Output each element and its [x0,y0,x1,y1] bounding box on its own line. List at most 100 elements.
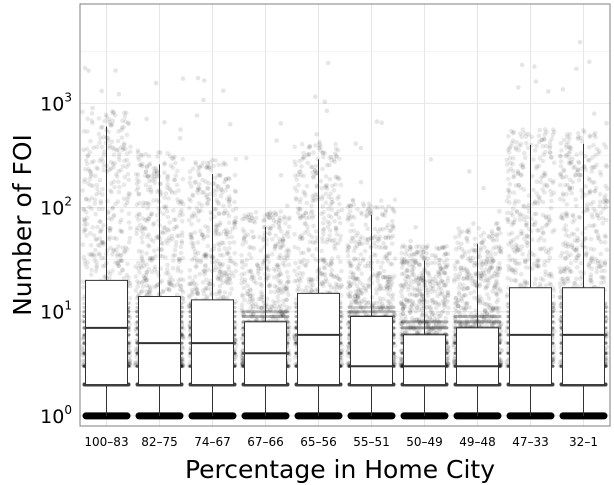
data-point [187,205,192,211]
data-point [94,165,99,170]
data-point [441,308,446,314]
data-point [84,146,90,152]
data-point [216,241,221,246]
data-point [168,274,173,280]
data-point [139,235,144,240]
data-point [204,165,209,170]
data-point [112,113,118,118]
data-point [198,228,203,234]
data-point [94,260,99,265]
data-point [265,212,270,217]
data-point [141,200,146,205]
data-point [368,211,374,217]
data-point [133,264,138,270]
data-point [118,258,124,264]
data-point [139,249,145,255]
data-point [154,168,159,174]
data-point [297,234,303,240]
data-point [154,169,160,174]
data-point [101,275,107,280]
data-point [286,320,291,325]
data-point [213,224,219,230]
data-point [265,211,270,217]
data-point [258,266,264,272]
data-point [150,255,155,261]
data-point [82,258,88,263]
data-point [142,275,148,281]
data-point [287,305,292,311]
data-point [320,235,325,241]
data-point [117,228,123,233]
data-point [444,257,450,263]
data-point [321,216,327,221]
data-point [116,129,121,134]
data-point [222,270,227,276]
data-point [371,307,377,313]
data-point [114,172,119,177]
data-point [240,265,245,270]
data-point [180,363,185,369]
data-point [256,305,262,310]
data-point [210,181,216,187]
data-point [203,252,208,258]
data-point [144,218,150,224]
data-point [388,228,394,234]
data-point [144,269,150,275]
data-point [403,317,408,322]
data-point [305,259,310,264]
data-point [205,267,211,272]
data-point [160,241,165,246]
data-point [219,240,225,245]
data-point [84,197,89,202]
data-point [232,199,237,205]
data-point [229,259,234,264]
data-point [202,263,208,269]
data-point [401,271,407,276]
data-point [208,253,213,258]
data-point [196,169,201,174]
data-point [221,294,226,300]
data-point [156,206,162,211]
data-point [111,152,117,157]
data-point [201,234,207,240]
data-point [229,270,234,276]
data-point [366,207,371,213]
data-point [216,273,222,279]
data-point [80,109,85,115]
data-point [151,221,157,226]
data-point [122,248,128,254]
data-point [256,271,261,276]
data-point [223,177,229,182]
data-point [202,252,207,257]
data-point [233,268,239,274]
data-point [145,277,150,283]
data-point [114,253,120,259]
data-point [387,299,392,305]
data-point [281,238,286,244]
data-point [134,308,139,314]
outlier-point [358,145,364,151]
data-point [194,205,200,211]
data-point [304,200,310,206]
data-point [175,268,180,273]
data-point [261,238,266,243]
data-point [111,111,116,116]
data-point [111,179,117,184]
data-point [239,276,245,282]
data-point [220,190,225,195]
data-point [124,272,130,278]
data-point [262,218,267,223]
data-point [119,125,125,130]
data-point [266,267,272,273]
data-point [358,305,363,311]
data-point [91,159,96,164]
data-point [124,164,129,170]
data-point [248,255,254,261]
data-point [82,217,88,223]
data-point [276,278,281,283]
data-point [82,261,88,267]
data-point [286,329,291,335]
data-point [283,308,289,314]
data-point [251,234,257,240]
data-point [156,273,162,279]
